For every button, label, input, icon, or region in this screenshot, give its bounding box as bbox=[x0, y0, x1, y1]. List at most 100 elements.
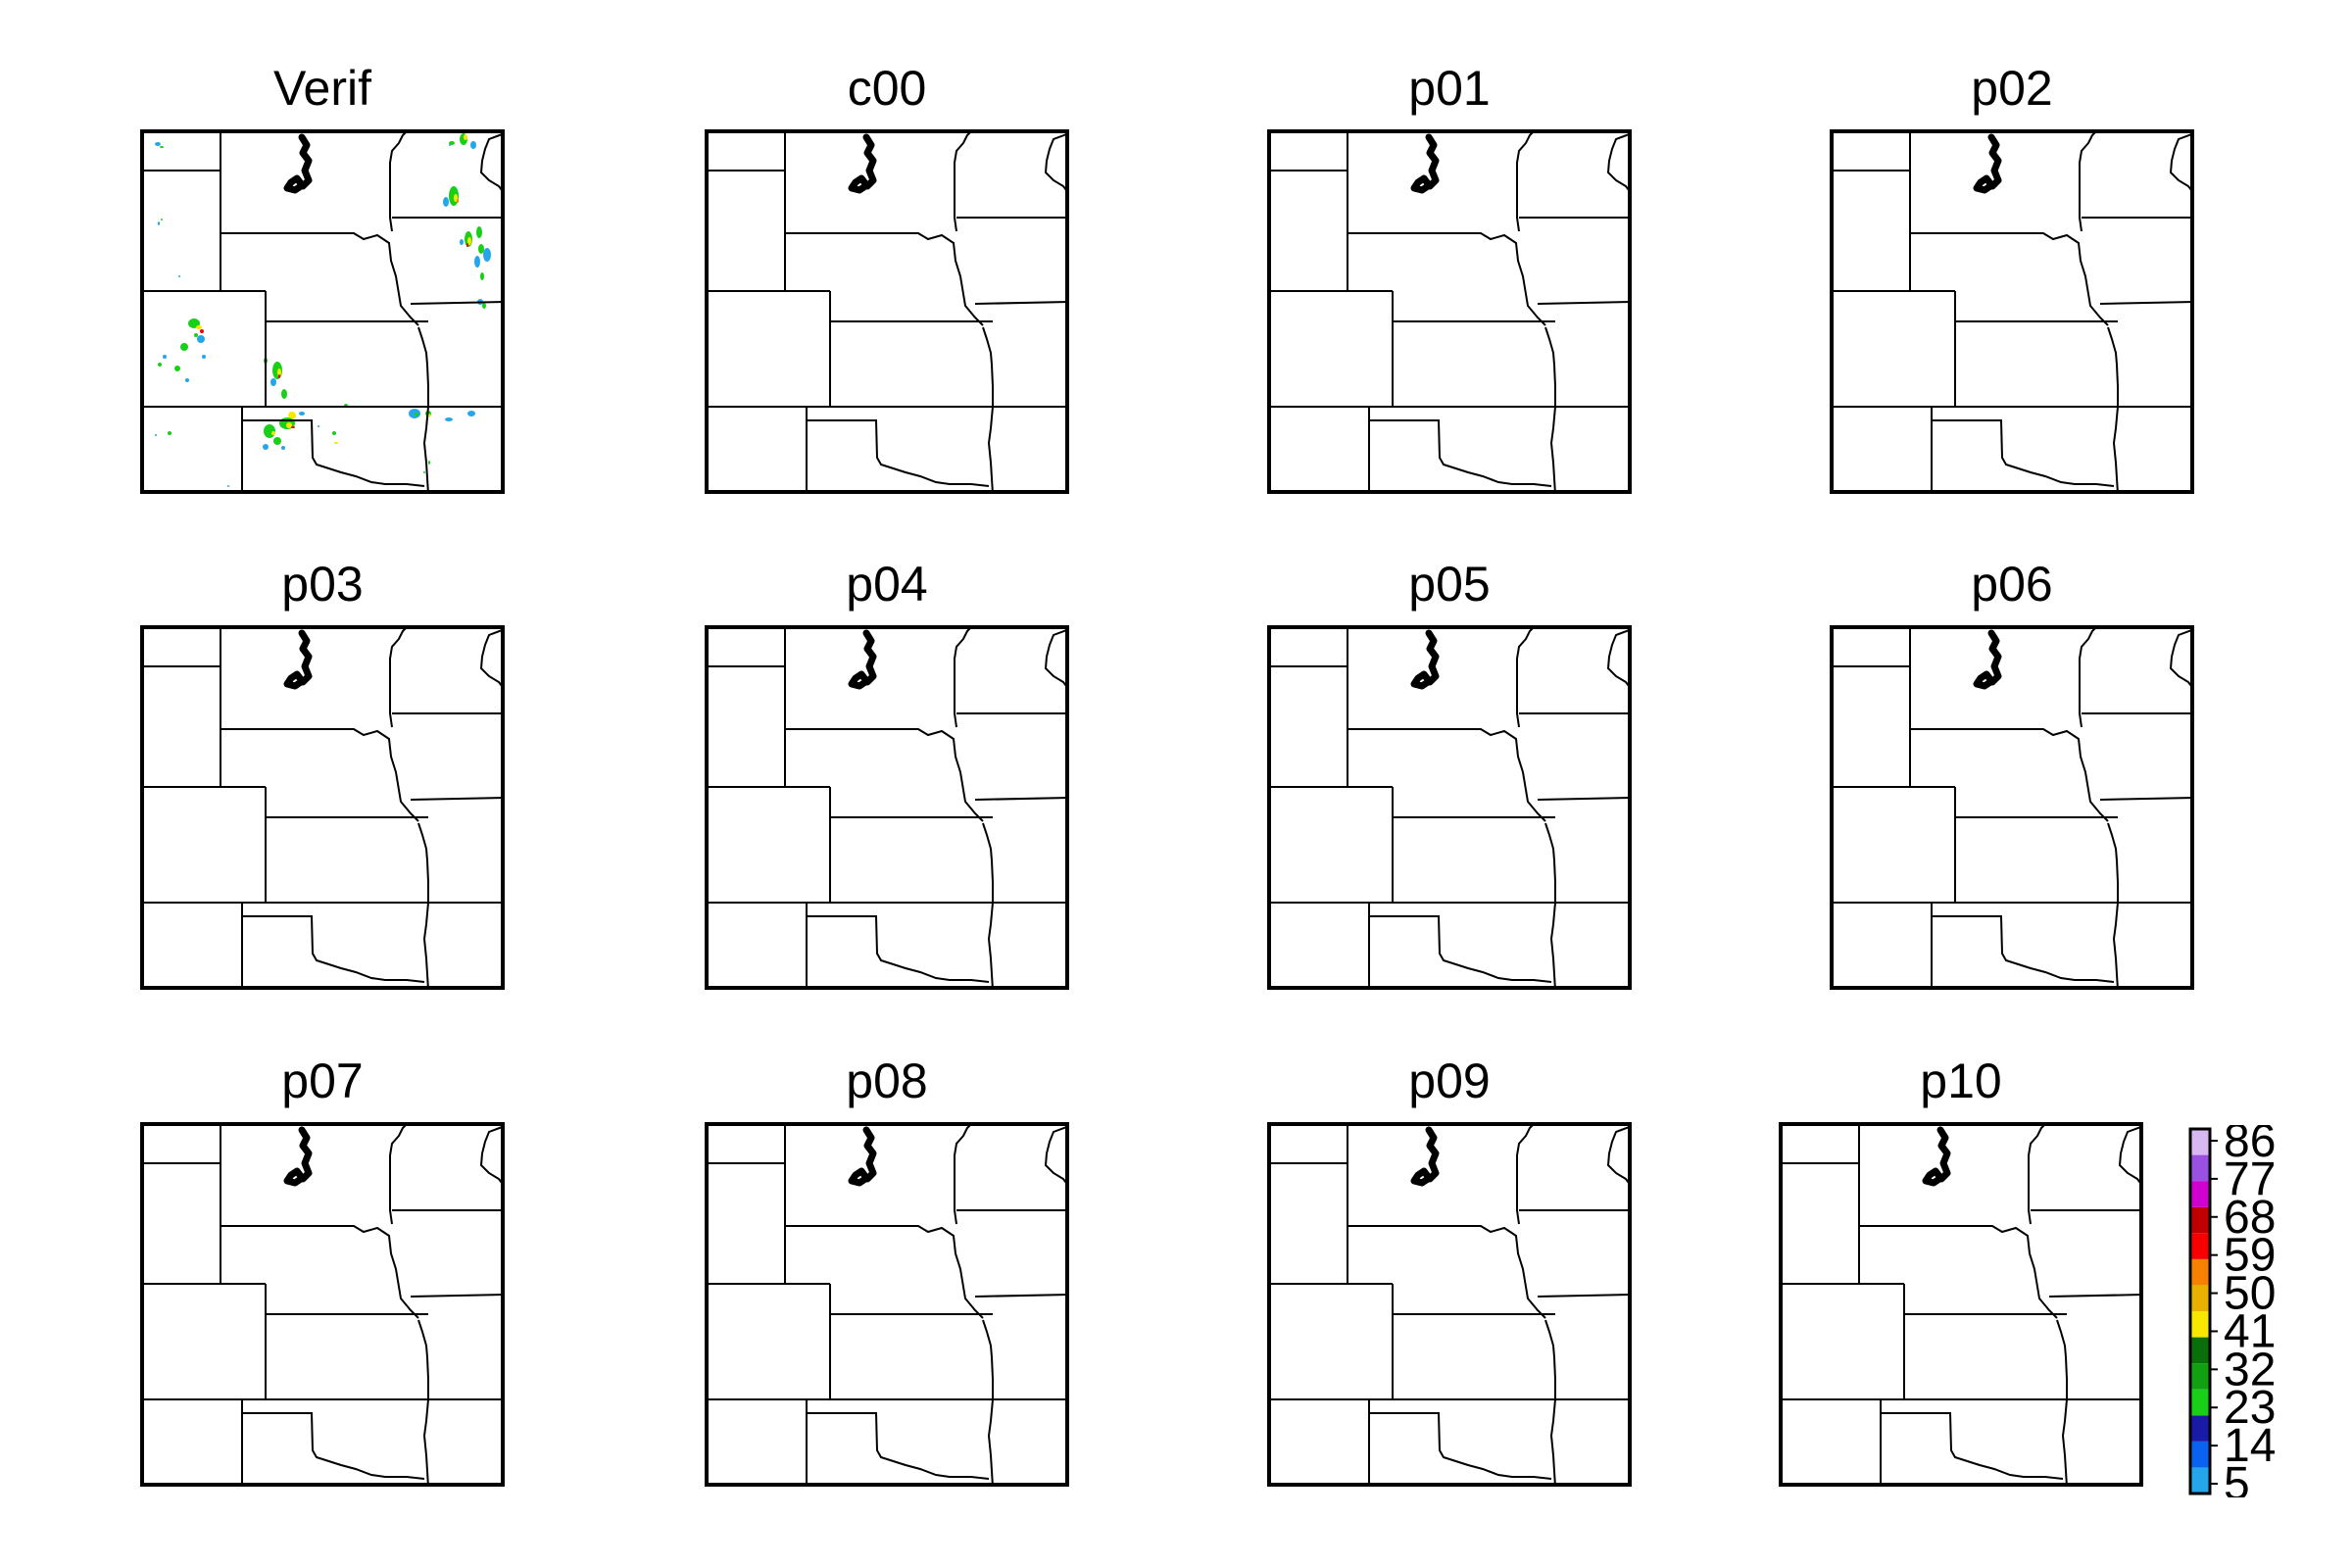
state-boundary-line bbox=[987, 406, 994, 494]
radar-echoes bbox=[155, 133, 491, 487]
map-frame bbox=[1267, 625, 1632, 990]
state-boundary-line bbox=[1516, 129, 1537, 232]
radar-echo bbox=[180, 343, 188, 351]
radar-echo bbox=[454, 194, 458, 202]
state-boundary-line bbox=[2099, 301, 2194, 305]
river-feature bbox=[848, 1126, 877, 1187]
colorbar-border bbox=[2188, 1127, 2212, 1495]
map-border bbox=[1830, 129, 2194, 494]
state-boundary-line bbox=[2028, 1122, 2048, 1225]
river-feature bbox=[1410, 1126, 1440, 1187]
state-boundary-line bbox=[2099, 797, 2194, 801]
radar-echo bbox=[423, 471, 425, 473]
colorbar-tick-label: 86 bbox=[2224, 1125, 2276, 1167]
state-boundaries bbox=[140, 625, 505, 990]
panel-c00: c00 bbox=[705, 59, 1069, 494]
river-feature bbox=[1410, 133, 1440, 194]
state-boundary-line bbox=[974, 301, 1069, 305]
radar-echo bbox=[160, 146, 164, 148]
radar-echo bbox=[286, 422, 292, 428]
panel-verif: Verif bbox=[140, 59, 505, 494]
state-boundary-line bbox=[2061, 1398, 2068, 1487]
state-boundary-line bbox=[417, 326, 429, 407]
map-border bbox=[1267, 625, 1632, 990]
map-frame bbox=[705, 1122, 1069, 1487]
map-border bbox=[705, 129, 1069, 494]
state-boundary-line bbox=[982, 326, 994, 407]
map-frame bbox=[705, 625, 1069, 990]
radar-echo bbox=[428, 414, 430, 417]
radar-echo bbox=[449, 144, 451, 146]
state-boundary-line bbox=[2079, 129, 2099, 232]
radar-echo bbox=[449, 141, 455, 145]
radar-echo bbox=[163, 355, 167, 359]
colorbar-segment bbox=[2190, 1389, 2210, 1416]
state-boundary-line bbox=[422, 902, 429, 990]
state-boundary-line bbox=[2056, 1319, 2068, 1399]
state-boundary-line bbox=[220, 232, 419, 326]
colorbar-tick-label: 14 bbox=[2224, 1420, 2276, 1472]
state-boundary-line bbox=[410, 1294, 505, 1298]
panel-title: p04 bbox=[846, 557, 928, 612]
state-boundary-line bbox=[410, 797, 505, 801]
radar-echo bbox=[457, 199, 459, 203]
state-boundary-line bbox=[1516, 625, 1537, 728]
state-boundaries bbox=[1830, 129, 2194, 494]
panel-title: p02 bbox=[1971, 61, 2053, 116]
radar-echo bbox=[161, 219, 163, 220]
colorbar-segment bbox=[2190, 1467, 2210, 1494]
state-boundary-line bbox=[1859, 1225, 2058, 1319]
colorbar-tick-label: 68 bbox=[2224, 1192, 2276, 1244]
state-boundary-line bbox=[2107, 822, 2119, 903]
state-boundary-line bbox=[389, 129, 410, 232]
colorbar-tick-label: 5 bbox=[2224, 1458, 2250, 1497]
state-boundary-line bbox=[2079, 625, 2099, 728]
colorbar-segment bbox=[2190, 1415, 2210, 1442]
colorbar-tick-label: 41 bbox=[2224, 1305, 2276, 1357]
radar-echo bbox=[409, 409, 420, 418]
map-border bbox=[1267, 1122, 1632, 1487]
state-boundary-line bbox=[410, 301, 505, 305]
radar-echo bbox=[155, 142, 161, 146]
state-boundary-line bbox=[242, 419, 425, 487]
colorbar-segment bbox=[2190, 1441, 2210, 1468]
radar-echo bbox=[466, 243, 468, 247]
colorbar-segment bbox=[2190, 1363, 2210, 1390]
state-boundary-line bbox=[2107, 326, 2119, 407]
river-feature bbox=[848, 133, 877, 194]
map-border bbox=[705, 1122, 1069, 1487]
map-border bbox=[1267, 129, 1632, 494]
panel-title: p03 bbox=[281, 557, 364, 612]
radar-echo bbox=[474, 256, 480, 268]
colorbar-segment bbox=[2190, 1129, 2210, 1155]
radar-echo bbox=[188, 318, 200, 328]
radar-echo bbox=[273, 437, 281, 445]
state-boundary-line bbox=[1549, 406, 1556, 494]
map-frame bbox=[1830, 129, 2194, 494]
state-boundary-line bbox=[974, 1294, 1069, 1298]
radar-echo bbox=[483, 248, 491, 262]
state-boundary-line bbox=[1910, 728, 2109, 822]
state-boundary-line bbox=[1910, 232, 2109, 326]
radar-echo bbox=[460, 239, 464, 245]
state-boundary-line bbox=[1932, 915, 2115, 983]
state-boundary-line bbox=[1537, 1294, 1632, 1298]
state-boundary-line bbox=[2112, 406, 2119, 494]
radar-echo bbox=[467, 411, 475, 416]
radar-echo bbox=[281, 446, 285, 450]
radar-echo bbox=[480, 272, 484, 280]
river-feature bbox=[283, 133, 313, 194]
river-feature bbox=[283, 629, 313, 690]
state-boundary-line bbox=[479, 132, 505, 195]
radar-echo bbox=[277, 368, 281, 376]
radar-echo bbox=[445, 417, 453, 421]
state-boundary-line bbox=[1348, 232, 1546, 326]
state-boundary-line bbox=[1516, 1122, 1537, 1225]
radar-echo bbox=[334, 442, 338, 444]
state-boundary-line bbox=[954, 1122, 974, 1225]
colorbar-segment bbox=[2190, 1181, 2210, 1207]
state-boundary-line bbox=[1932, 419, 2115, 487]
river-feature bbox=[848, 629, 877, 690]
map-frame bbox=[140, 129, 505, 494]
